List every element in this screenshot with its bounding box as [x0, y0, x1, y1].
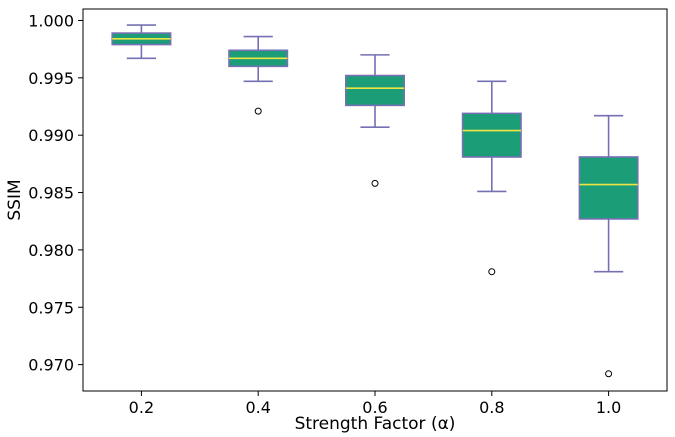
- x-tick-label: 1.0: [596, 398, 621, 417]
- y-tick-label: 0.975: [28, 298, 74, 317]
- y-axis: 0.970 0.975 0.980 0.985 0.990 0.995 1.000: [28, 11, 83, 375]
- y-tick-label: 0.990: [28, 126, 74, 145]
- box-group-0-6: [344, 54, 405, 187]
- outlier-point: [488, 268, 496, 276]
- y-axis-label: SSIM: [5, 179, 25, 220]
- x-tick-label: 0.8: [479, 398, 504, 417]
- x-tick-label: 0.6: [362, 398, 387, 417]
- y-tick-label: 0.980: [28, 241, 74, 260]
- box-iqr: [578, 156, 639, 220]
- y-tick-label: 1.000: [28, 11, 74, 30]
- box-group-1-0: [578, 114, 639, 378]
- x-tick-label: 0.4: [245, 398, 270, 417]
- boxes-layer: [111, 24, 639, 378]
- x-axis-label: Strength Factor (α): [295, 414, 456, 434]
- y-tick-label: 0.985: [28, 184, 74, 203]
- x-tick-label: 0.2: [129, 398, 154, 417]
- box-group-0-4: [228, 35, 289, 115]
- box-group-0-2: [111, 24, 172, 60]
- box-iqr: [344, 74, 405, 107]
- outlier-point: [371, 179, 379, 187]
- y-tick-label: 0.970: [28, 356, 74, 375]
- box-group-0-8: [461, 80, 522, 276]
- outlier-point: [605, 370, 613, 378]
- y-tick-label: 0.995: [28, 69, 74, 88]
- box-iqr: [461, 112, 522, 158]
- outlier-point: [254, 107, 262, 115]
- x-axis: 0.2 0.4 0.6 0.8 1.0: [129, 391, 621, 417]
